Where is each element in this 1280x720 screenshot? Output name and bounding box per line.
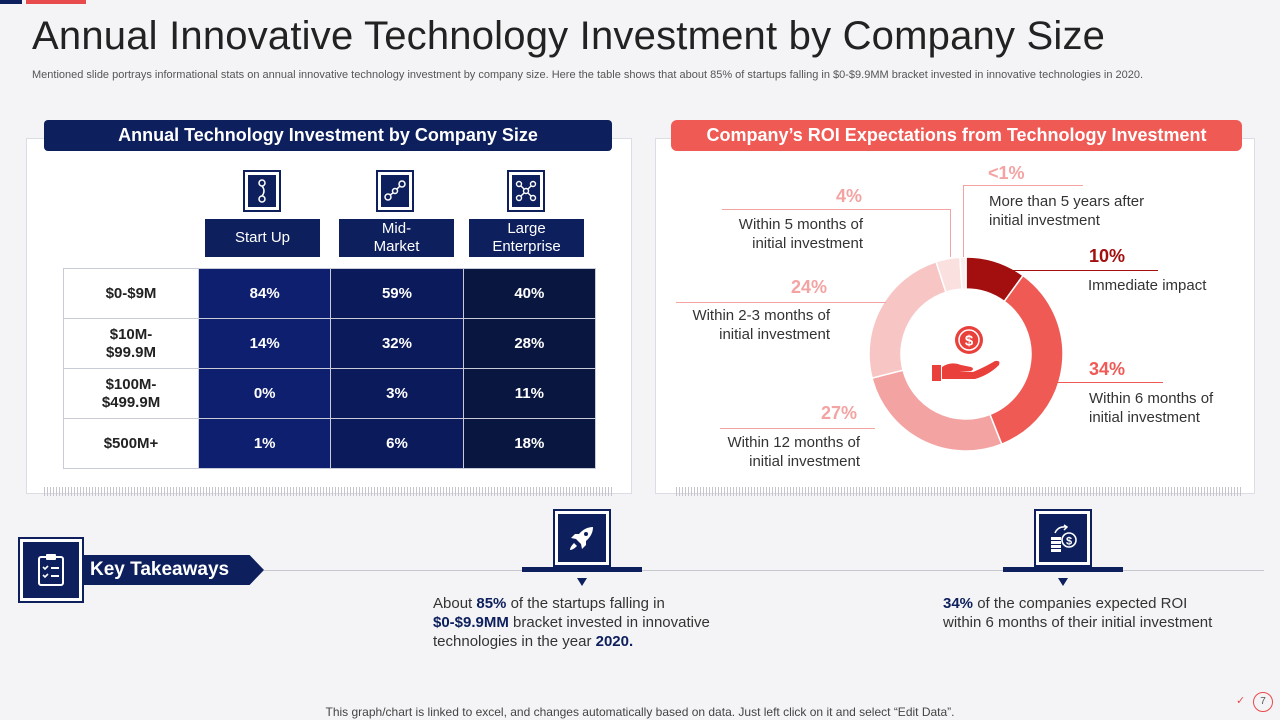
- segment-label-6-months: Within 6 months of initial investment: [1089, 390, 1214, 426]
- takeaway-2-bar: [1003, 567, 1123, 572]
- table-row: $10M- $99.9M 14% 32% 28%: [63, 318, 597, 369]
- table-cell: 14%: [197, 318, 332, 369]
- table-row: $500M+ 1% 6% 18%: [63, 418, 597, 469]
- donut-slice-more-than-5-years-after-initial-investment: [959, 256, 967, 290]
- startup-node-icon: [243, 170, 281, 212]
- hand-coin-icon: $: [929, 323, 1003, 388]
- segment-label-12-months: Within 12 months of initial investment: [727, 434, 860, 470]
- pct-label-lt1: <1%: [988, 163, 1025, 183]
- rocket-icon: [553, 509, 611, 567]
- leader-line-lt1pct: [963, 185, 1083, 186]
- table-cell: 32%: [330, 318, 464, 369]
- table-cell: 0%: [197, 368, 332, 419]
- pct-label-24: 24%: [791, 277, 828, 297]
- takeaway-1-pointer: [577, 578, 587, 586]
- column-header-mid-market: Mid- Market: [339, 219, 454, 257]
- segment-label-2-3-months: Within 2-3 months of initial investment: [692, 307, 830, 343]
- donut-slice-within-6-months-of-initial-investment: [988, 274, 1064, 446]
- segment-label-5-months: Within 5 months of initial investment: [738, 216, 863, 252]
- table-cell: 3%: [330, 368, 464, 419]
- accent-bar-red: [26, 0, 86, 4]
- dollar-cycle-icon: $: [1034, 509, 1092, 567]
- leader-line-34pct: [1045, 382, 1163, 383]
- leader-line-27pct: [720, 428, 875, 429]
- table-cell: 59%: [330, 268, 464, 319]
- table-row: $100M- $499.9M 0% 3% 11%: [63, 368, 597, 419]
- table-cell: 18%: [462, 418, 597, 469]
- row-label: $0-$9M: [63, 268, 199, 319]
- page-number: 7: [1253, 692, 1273, 712]
- table-cell: 11%: [462, 368, 597, 419]
- page-title: Annual Innovative Technology Investment …: [32, 14, 1106, 58]
- table-cell: 84%: [197, 268, 332, 319]
- key-takeaways-label: Key Takeaways: [84, 555, 264, 585]
- segment-label-immediate: Immediate impact: [1088, 277, 1207, 294]
- roi-donut-chart: [868, 256, 1064, 452]
- table-cell: 28%: [462, 318, 597, 369]
- leader-line-10pct: [1010, 270, 1158, 271]
- column-header-start-up: Start Up: [205, 219, 320, 257]
- row-label: $10M- $99.9M: [63, 318, 199, 369]
- panel-hatch-left: [44, 487, 612, 496]
- accent-bar-navy: [0, 0, 22, 4]
- table-row: $0-$9M 84% 59% 40%: [63, 268, 597, 319]
- leader-line-24pct: [676, 302, 886, 303]
- segment-label-5-years: More than 5 years after initial investmen…: [989, 193, 1145, 229]
- table-cell: 40%: [462, 268, 597, 319]
- panel-hatch-right: [676, 487, 1242, 496]
- investment-table: $0-$9M 84% 59% 40% $10M- $99.9M 14% 32% 2…: [63, 268, 597, 469]
- pct-label-4: 4%: [836, 186, 863, 206]
- investment-table-header: Annual Technology Investment by Company …: [44, 120, 612, 151]
- footer-note: This graph/chart is linked to excel, and…: [325, 705, 955, 719]
- svg-text:$: $: [965, 333, 974, 350]
- roi-chart-header: Company’s ROI Expectations from Technolo…: [671, 120, 1242, 151]
- svg-text:$: $: [1066, 536, 1072, 548]
- checklist-icon: [18, 537, 84, 603]
- takeaway-1-bar: [522, 567, 642, 572]
- leader-line-lt1pct-drop: [963, 185, 964, 257]
- table-cell: 1%: [197, 418, 332, 469]
- pct-label-27: 27%: [821, 403, 858, 423]
- leader-line-4pct-drop: [950, 209, 951, 257]
- takeaway-text-1: About 85% of the startups falling in $0-…: [433, 595, 710, 650]
- row-label: $100M- $499.9M: [63, 368, 199, 419]
- takeaways-divider: [264, 570, 1264, 571]
- pct-label-34: 34%: [1089, 359, 1126, 379]
- network-nodes-icon: [376, 170, 414, 212]
- logo-mark-icon: ✓: [1236, 695, 1246, 707]
- takeaway-text-2: 34% of the companies expected ROI within…: [943, 595, 1213, 631]
- table-cell: 6%: [330, 418, 464, 469]
- row-label: $500M+: [63, 418, 199, 469]
- column-header-large-enterprise: Large Enterprise: [469, 219, 584, 257]
- takeaway-2-pointer: [1058, 578, 1068, 586]
- network-cluster-icon: [507, 170, 545, 212]
- leader-line-4pct: [722, 209, 950, 210]
- pct-label-10: 10%: [1089, 246, 1126, 266]
- page-subtitle: Mentioned slide portrays informational s…: [32, 69, 1144, 81]
